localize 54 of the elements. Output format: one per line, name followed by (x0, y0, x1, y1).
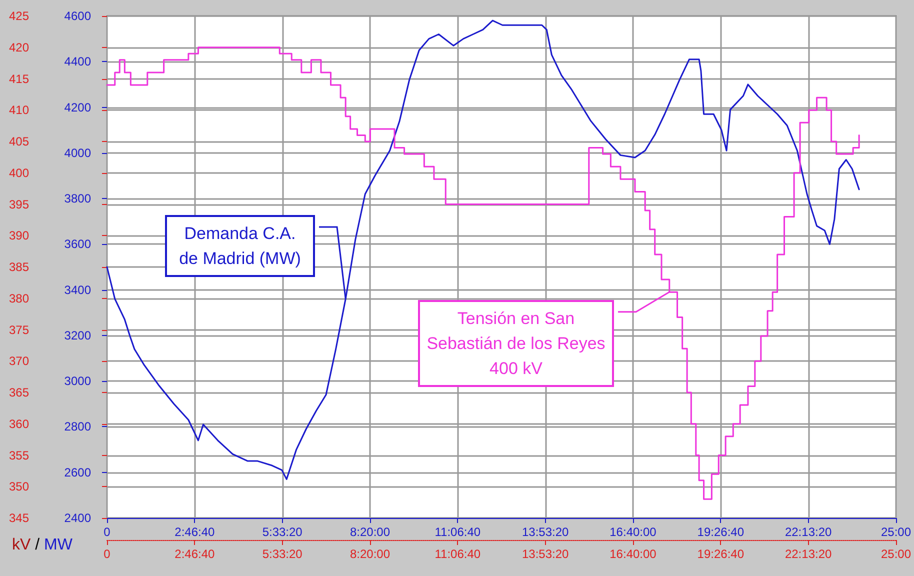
x2-tick-label: 5:33:20 (262, 547, 303, 561)
text: Demanda C.A. de Madrid (MW) (165, 215, 315, 277)
y2-tick-label: 390 (8, 228, 30, 243)
x-tick-label: 0 (104, 525, 111, 539)
x2-tick-label: 2:46:40 (174, 547, 216, 561)
x2-tick-label: 0 (104, 547, 111, 561)
y2-tick-label: 415 (8, 72, 30, 86)
x2-tick-label: 25:00 (880, 547, 912, 561)
x2-tick-label: 19:26:40 (697, 547, 744, 561)
y-tick-label: 2400 (64, 511, 92, 525)
y-tick-label: 3000 (64, 374, 92, 388)
y2-tick-label: 365 (8, 386, 30, 400)
y-tick-label: 4000 (64, 146, 92, 160)
y2-tick-label: 385 (8, 260, 30, 274)
y2-tick-label: 360 (8, 416, 30, 431)
y-tick-label: 3800 (64, 192, 92, 206)
x-tick-label: 19:26:40 (697, 525, 744, 539)
text: / (30, 536, 44, 554)
y2-axis-title: kV (12, 536, 31, 554)
y2-tick-label: 400 (8, 166, 30, 180)
y-tick-label: 2600 (64, 465, 92, 480)
y2-tick-label: 410 (8, 103, 30, 118)
x-tick-label: 25:00 (880, 525, 912, 539)
y2-tick-label: 420 (8, 40, 30, 54)
y-tick-label: 3600 (64, 237, 92, 252)
x2-tick-label: 8:20:00 (350, 547, 390, 561)
y-tick-label: 4200 (64, 100, 92, 114)
y-axis-title: MW (44, 536, 74, 554)
x2-tick-label: 16:40:00 (610, 547, 657, 561)
y2-tick-label: 425 (8, 9, 30, 23)
x-tick-label: 2:46:40 (174, 525, 216, 539)
x-tick-label: 11:06:40 (434, 525, 481, 539)
y-tick-label: 3200 (64, 328, 92, 342)
x-tick-label: 13:53:20 (522, 525, 570, 539)
y-tick-label: 2800 (64, 420, 92, 434)
x-tick-label: 22:13:20 (784, 525, 832, 539)
y-tick-label: 4600 (64, 9, 92, 23)
y2-tick-label: 345 (8, 511, 30, 525)
x-tick-label: 8:20:00 (350, 525, 390, 539)
y2-tick-label: 395 (8, 197, 30, 212)
y2-tick-label: 355 (8, 448, 30, 462)
y-tick-label: 4400 (64, 54, 92, 69)
x-tick-label: 16:40:00 (610, 525, 657, 539)
x2-tick-label: 22:13:20 (784, 547, 832, 561)
y2-tick-label: 380 (8, 291, 30, 306)
y-tick-label: 3400 (64, 282, 92, 297)
y2-tick-label: 370 (8, 354, 30, 368)
y2-tick-label: 350 (8, 480, 30, 494)
x-tick-label: 5:33:20 (262, 525, 303, 539)
text: Tensión en San Sebastián de los Reyes 400 kV (418, 300, 614, 387)
x2-tick-label: 11:06:40 (434, 547, 481, 561)
x2-tick-label: 13:53:20 (522, 547, 570, 561)
y2-tick-label: 375 (8, 322, 30, 337)
y2-tick-label: 405 (8, 134, 30, 148)
